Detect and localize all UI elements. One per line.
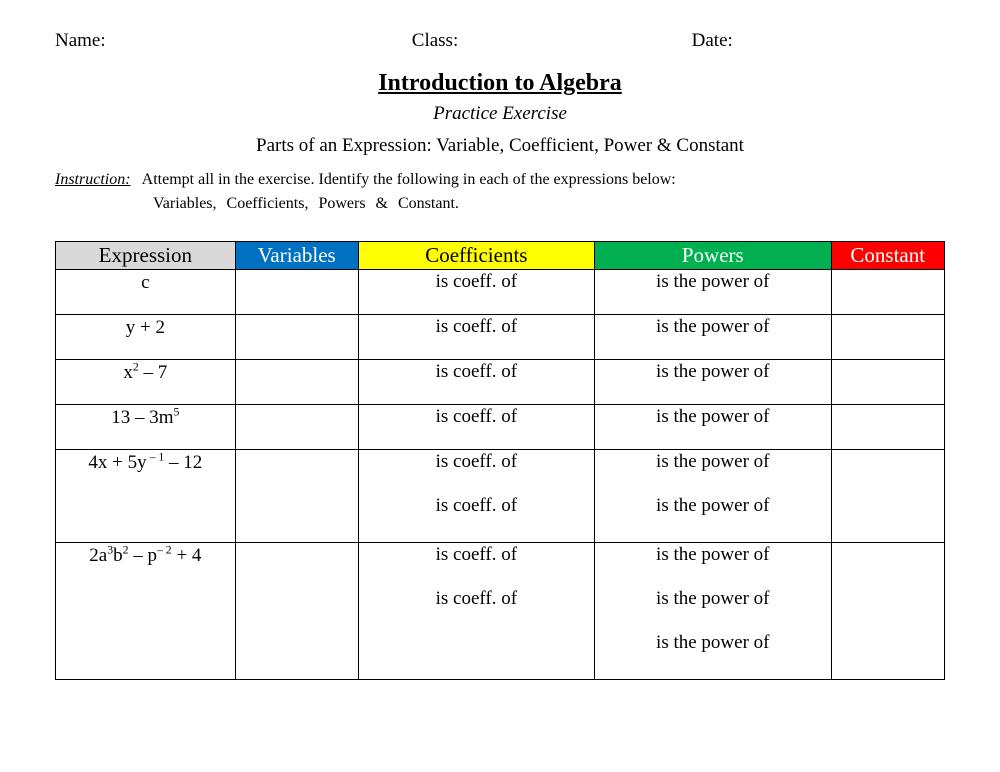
expression-cell: x2 – 7	[56, 360, 236, 405]
constant-cell	[831, 360, 945, 405]
powers-cell: is the power ofis the power of	[595, 450, 831, 543]
variables-cell	[235, 270, 358, 315]
coefficients-cell: is coeff. of	[358, 315, 594, 360]
coefficients-cell: is coeff. of	[358, 360, 594, 405]
table-row: c is coeff. ofis the power of	[56, 270, 945, 315]
constant-cell	[831, 543, 945, 680]
instruction-line: Instruction: Attempt all in the exercise…	[55, 171, 945, 189]
topic-line: Parts of an Expression: Variable, Coeffi…	[55, 135, 945, 157]
coefficients-cell: is coeff. of	[358, 405, 594, 450]
powers-cell: is the power of	[595, 315, 831, 360]
class-label: Class:	[308, 30, 561, 52]
coefficients-cell: is coeff. ofis coeff. of	[358, 543, 594, 680]
expression-cell: 2a3b2 – p– 2 + 4	[56, 543, 236, 680]
table-row: 2a3b2 – p– 2 + 4 is coeff. ofis coeff. of…	[56, 543, 945, 680]
table-header-row: ExpressionVariablesCoefficientsPowersCon…	[56, 242, 945, 270]
powers-cell: is the power of	[595, 360, 831, 405]
instruction-label: Instruction:	[55, 171, 131, 188]
page-title: Introduction to Algebra	[55, 70, 945, 97]
column-header: Powers	[595, 242, 831, 270]
date-label: Date:	[562, 30, 945, 52]
expression-cell: y + 2	[56, 315, 236, 360]
table-row: 4x + 5y – 1 – 12 is coeff. ofis coeff. of…	[56, 450, 945, 543]
table-row: y + 2 is coeff. ofis the power of	[56, 315, 945, 360]
variables-cell	[235, 315, 358, 360]
worksheet-header: Name: Class: Date:	[55, 30, 945, 52]
table-row: 13 – 3m5 is coeff. ofis the power of	[56, 405, 945, 450]
expression-cell: 13 – 3m5	[56, 405, 236, 450]
page-subtitle: Practice Exercise	[55, 103, 945, 125]
expression-cell: 4x + 5y – 1 – 12	[56, 450, 236, 543]
expression-cell: c	[56, 270, 236, 315]
powers-cell: is the power of	[595, 405, 831, 450]
name-label: Name:	[55, 30, 308, 52]
constant-cell	[831, 405, 945, 450]
constant-cell	[831, 270, 945, 315]
coefficients-cell: is coeff. of	[358, 270, 594, 315]
powers-cell: is the power ofis the power ofis the pow…	[595, 543, 831, 680]
expression-table: ExpressionVariablesCoefficientsPowersCon…	[55, 241, 945, 680]
column-header: Coefficients	[358, 242, 594, 270]
coefficients-cell: is coeff. ofis coeff. of	[358, 450, 594, 543]
column-header: Constant	[831, 242, 945, 270]
variables-cell	[235, 450, 358, 543]
table-body: cis coeff. ofis the power ofy + 2is coef…	[56, 270, 945, 680]
variables-cell	[235, 543, 358, 680]
instruction-sub: Variables, Coefficients, Powers & Consta…	[153, 195, 945, 213]
table-row: x2 – 7 is coeff. ofis the power of	[56, 360, 945, 405]
column-header: Variables	[235, 242, 358, 270]
column-header: Expression	[56, 242, 236, 270]
powers-cell: is the power of	[595, 270, 831, 315]
instruction-text: Attempt all in the exercise. Identify th…	[142, 171, 676, 188]
constant-cell	[831, 450, 945, 543]
variables-cell	[235, 405, 358, 450]
variables-cell	[235, 360, 358, 405]
constant-cell	[831, 315, 945, 360]
